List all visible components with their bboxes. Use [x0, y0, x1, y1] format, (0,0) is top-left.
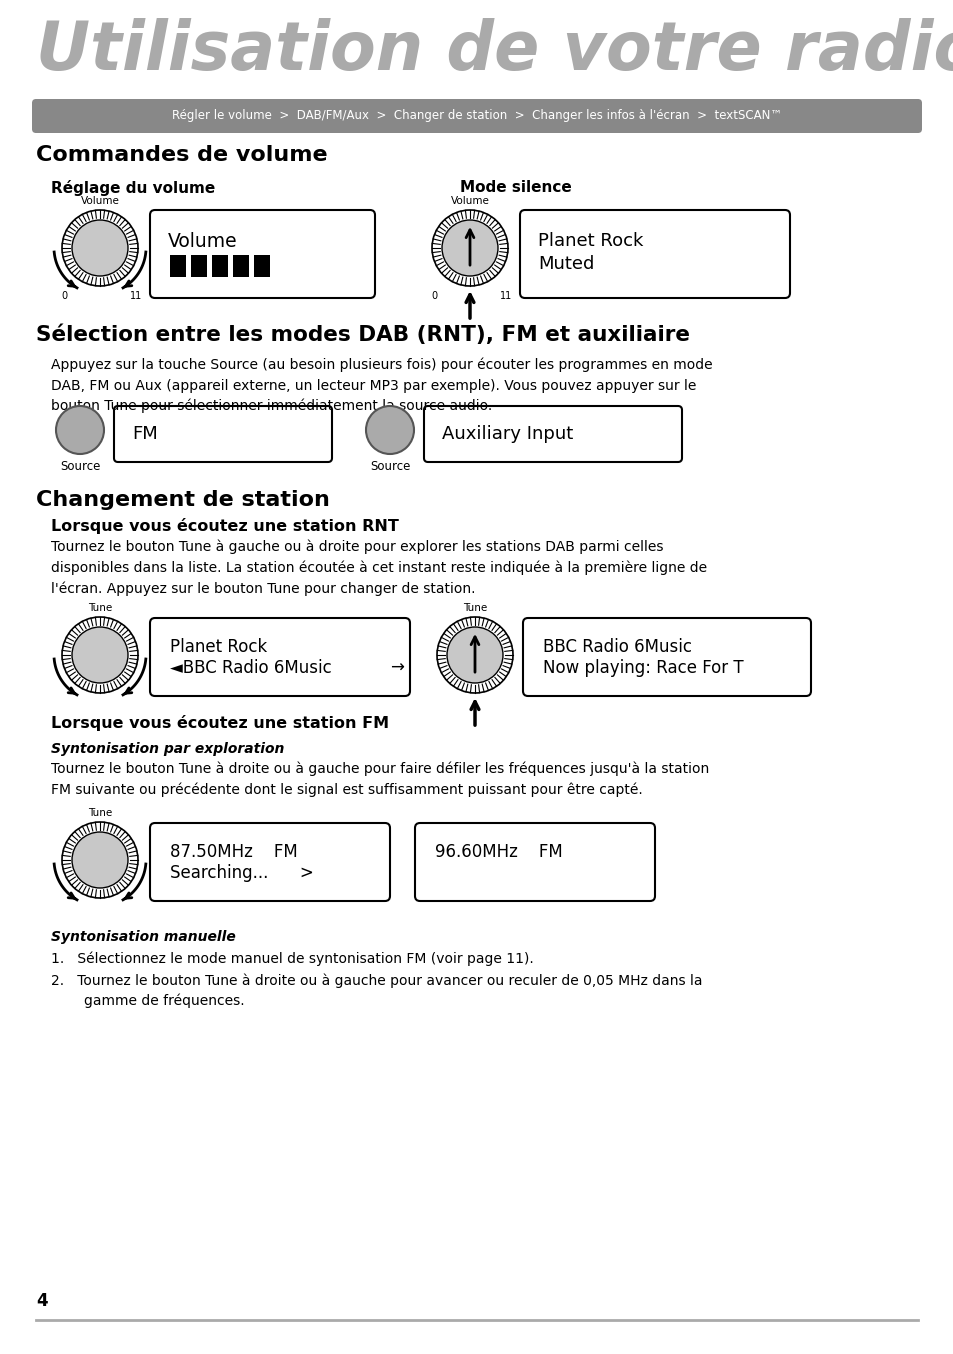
Text: Source: Source — [60, 460, 100, 473]
Text: 0: 0 — [61, 291, 67, 301]
Bar — [212, 255, 228, 278]
Bar — [233, 255, 249, 278]
Text: Tune: Tune — [88, 603, 112, 613]
Text: Lorsque vous écoutez une station RNT: Lorsque vous écoutez une station RNT — [51, 519, 398, 533]
Bar — [253, 255, 270, 278]
Text: gamme de fréquences.: gamme de fréquences. — [84, 994, 244, 1009]
Text: Sélection entre les modes DAB (RNT), FM et auxiliaire: Sélection entre les modes DAB (RNT), FM … — [36, 325, 689, 345]
Text: FM: FM — [132, 425, 157, 443]
Text: Changement de station: Changement de station — [36, 490, 330, 510]
Text: Mode silence: Mode silence — [459, 180, 571, 195]
FancyBboxPatch shape — [32, 99, 921, 133]
FancyBboxPatch shape — [423, 406, 681, 462]
Text: BBC Radio 6Music: BBC Radio 6Music — [542, 638, 691, 655]
FancyBboxPatch shape — [415, 823, 655, 900]
Text: Volume: Volume — [168, 232, 237, 250]
Circle shape — [62, 210, 138, 286]
Text: Syntonisation manuelle: Syntonisation manuelle — [51, 930, 235, 944]
Text: Utilisation de votre radio: Utilisation de votre radio — [36, 18, 953, 84]
Text: 96.60MHz    FM: 96.60MHz FM — [435, 844, 562, 861]
Text: →: → — [390, 659, 403, 677]
Text: Lorsque vous écoutez une station FM: Lorsque vous écoutez une station FM — [51, 715, 389, 731]
Text: Syntonisation par exploration: Syntonisation par exploration — [51, 742, 284, 756]
Text: 11: 11 — [499, 291, 512, 301]
Text: Searching...      >: Searching... > — [170, 864, 314, 881]
Text: Muted: Muted — [537, 255, 594, 274]
Text: Planet Rock: Planet Rock — [537, 232, 642, 250]
Text: ◄BBC Radio 6Music: ◄BBC Radio 6Music — [170, 659, 332, 677]
FancyBboxPatch shape — [519, 210, 789, 298]
Circle shape — [71, 627, 128, 682]
Text: Régler le volume  >  DAB/FM/Aux  >  Changer de station  >  Changer les infos à l: Régler le volume > DAB/FM/Aux > Changer … — [172, 110, 781, 122]
Circle shape — [366, 406, 414, 454]
Text: Volume: Volume — [450, 196, 489, 206]
FancyBboxPatch shape — [522, 617, 810, 696]
Text: Source: Source — [370, 460, 410, 473]
FancyBboxPatch shape — [150, 210, 375, 298]
Bar — [191, 255, 207, 278]
Text: 1.   Sélectionnez le mode manuel de syntonisation FM (voir page 11).: 1. Sélectionnez le mode manuel de synton… — [51, 952, 533, 967]
Text: 2.   Tournez le bouton Tune à droite ou à gauche pour avancer ou reculer de 0,05: 2. Tournez le bouton Tune à droite ou à … — [51, 974, 701, 988]
Text: Planet Rock: Planet Rock — [170, 638, 267, 655]
Text: Commandes de volume: Commandes de volume — [36, 145, 327, 165]
Circle shape — [62, 822, 138, 898]
Circle shape — [71, 219, 128, 276]
Circle shape — [441, 219, 497, 276]
Circle shape — [436, 617, 513, 693]
Circle shape — [56, 406, 104, 454]
Circle shape — [71, 831, 128, 888]
Text: Réglage du volume: Réglage du volume — [51, 180, 215, 196]
Text: 11: 11 — [130, 291, 142, 301]
Text: Auxiliary Input: Auxiliary Input — [441, 425, 573, 443]
Text: Now playing: Race For T: Now playing: Race For T — [542, 659, 742, 677]
Text: Appuyez sur la touche Source (au besoin plusieurs fois) pour écouter les program: Appuyez sur la touche Source (au besoin … — [51, 357, 712, 413]
Text: 4: 4 — [36, 1292, 48, 1311]
Bar — [170, 255, 186, 278]
Circle shape — [62, 617, 138, 693]
Text: Tune: Tune — [462, 603, 487, 613]
FancyBboxPatch shape — [150, 617, 410, 696]
Text: Volume: Volume — [80, 196, 119, 206]
FancyBboxPatch shape — [150, 823, 390, 900]
Text: Tournez le bouton Tune à gauche ou à droite pour explorer les stations DAB parmi: Tournez le bouton Tune à gauche ou à dro… — [51, 540, 706, 596]
Text: Tune: Tune — [88, 808, 112, 818]
Text: 87.50MHz    FM: 87.50MHz FM — [170, 844, 297, 861]
Circle shape — [447, 627, 502, 682]
Text: Tournez le bouton Tune à droite ou à gauche pour faire défiler les fréquences ju: Tournez le bouton Tune à droite ou à gau… — [51, 762, 708, 798]
FancyBboxPatch shape — [113, 406, 332, 462]
Circle shape — [432, 210, 507, 286]
Text: 0: 0 — [431, 291, 436, 301]
